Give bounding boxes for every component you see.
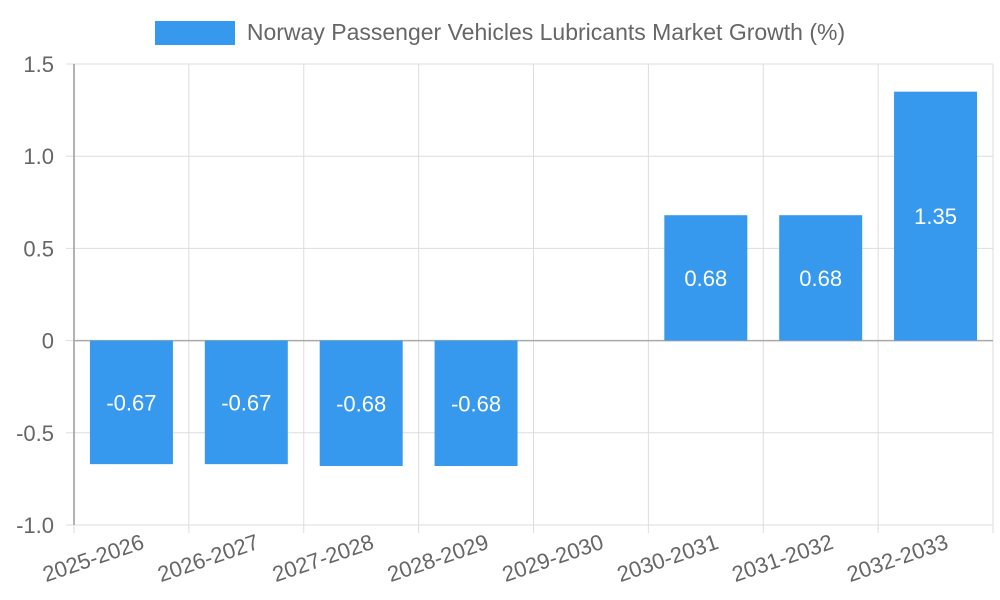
bar bbox=[779, 215, 863, 341]
bar bbox=[664, 215, 748, 341]
bar bbox=[894, 91, 978, 341]
bar bbox=[89, 340, 173, 465]
y-tick-label: 0 bbox=[42, 329, 54, 354]
bar-value-label: -0.67 bbox=[106, 390, 156, 415]
bar bbox=[434, 340, 518, 466]
legend-swatch bbox=[154, 20, 235, 45]
x-tick-label: 2032-2033 bbox=[844, 529, 952, 587]
x-tick-label: 2028-2029 bbox=[384, 529, 492, 587]
bar bbox=[319, 340, 403, 466]
x-tick-label: 2026-2027 bbox=[154, 529, 262, 587]
bar-value-label: 0.68 bbox=[799, 266, 842, 291]
y-tick-label: -1.0 bbox=[16, 513, 54, 538]
legend-label: Norway Passenger Vehicles Lubricants Mar… bbox=[246, 19, 846, 45]
legend: Norway Passenger Vehicles Lubricants Mar… bbox=[0, 19, 1000, 46]
bar-value-label: 0.68 bbox=[684, 266, 727, 291]
bar-value-label: -0.67 bbox=[221, 390, 271, 415]
x-tick-label: 2030-2031 bbox=[614, 529, 722, 587]
bar-value-label: 1.35 bbox=[914, 204, 957, 229]
y-tick-label: -0.5 bbox=[16, 421, 54, 446]
x-tick-label: 2025-2026 bbox=[39, 529, 147, 587]
x-tick-label: 2029-2030 bbox=[499, 529, 607, 587]
bar-value-label: -0.68 bbox=[336, 391, 386, 416]
y-tick-label: 1.0 bbox=[23, 144, 54, 169]
x-tick-label: 2027-2028 bbox=[269, 529, 377, 587]
x-tick-label: 2031-2032 bbox=[729, 529, 837, 587]
y-tick-label: 1.5 bbox=[23, 52, 54, 77]
y-tick-label: 0.5 bbox=[23, 236, 54, 261]
bar-value-label: -0.68 bbox=[451, 391, 501, 416]
bar bbox=[204, 340, 288, 465]
